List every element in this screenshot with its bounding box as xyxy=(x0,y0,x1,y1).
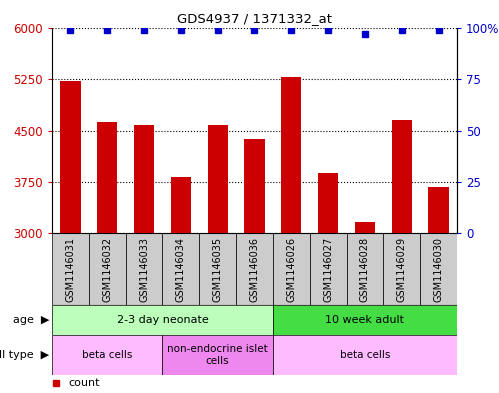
Bar xyxy=(89,233,126,305)
Bar xyxy=(281,77,301,233)
Bar xyxy=(429,187,449,233)
Bar xyxy=(273,305,457,335)
Bar xyxy=(355,222,375,233)
Bar xyxy=(52,335,163,375)
Bar xyxy=(346,233,383,305)
Bar xyxy=(392,119,412,233)
Bar xyxy=(273,233,310,305)
Text: GSM1146033: GSM1146033 xyxy=(139,237,149,301)
Bar xyxy=(126,233,163,305)
Bar xyxy=(245,139,264,233)
Bar xyxy=(97,122,117,233)
Bar xyxy=(134,125,154,233)
Bar xyxy=(60,81,80,233)
Text: GSM1146030: GSM1146030 xyxy=(434,237,444,301)
Bar xyxy=(163,233,199,305)
Text: GSM1146031: GSM1146031 xyxy=(65,237,75,301)
Text: GSM1146034: GSM1146034 xyxy=(176,237,186,301)
Text: GSM1146026: GSM1146026 xyxy=(286,237,296,302)
Bar xyxy=(52,233,89,305)
Text: beta cells: beta cells xyxy=(82,350,132,360)
Text: non-endocrine islet
cells: non-endocrine islet cells xyxy=(167,344,268,366)
Text: GSM1146035: GSM1146035 xyxy=(213,237,223,302)
Text: GSM1146032: GSM1146032 xyxy=(102,237,112,302)
Text: 2-3 day neonate: 2-3 day neonate xyxy=(117,315,208,325)
Bar xyxy=(171,177,191,233)
Title: GDS4937 / 1371332_at: GDS4937 / 1371332_at xyxy=(177,13,332,26)
Text: 10 week adult: 10 week adult xyxy=(325,315,405,325)
Bar xyxy=(163,335,273,375)
Bar xyxy=(208,125,228,233)
Bar xyxy=(199,233,236,305)
Bar xyxy=(236,233,273,305)
Text: GSM1146027: GSM1146027 xyxy=(323,237,333,302)
Text: beta cells: beta cells xyxy=(340,350,390,360)
Text: GSM1146028: GSM1146028 xyxy=(360,237,370,302)
Bar xyxy=(420,233,457,305)
Text: GSM1146029: GSM1146029 xyxy=(397,237,407,302)
Bar xyxy=(310,233,346,305)
Bar xyxy=(273,335,457,375)
Bar xyxy=(318,173,338,233)
Text: age  ▶: age ▶ xyxy=(13,315,49,325)
Bar xyxy=(52,305,273,335)
Bar xyxy=(383,233,420,305)
Text: GSM1146036: GSM1146036 xyxy=(250,237,259,301)
Text: count: count xyxy=(68,378,100,389)
Text: cell type  ▶: cell type ▶ xyxy=(0,350,49,360)
